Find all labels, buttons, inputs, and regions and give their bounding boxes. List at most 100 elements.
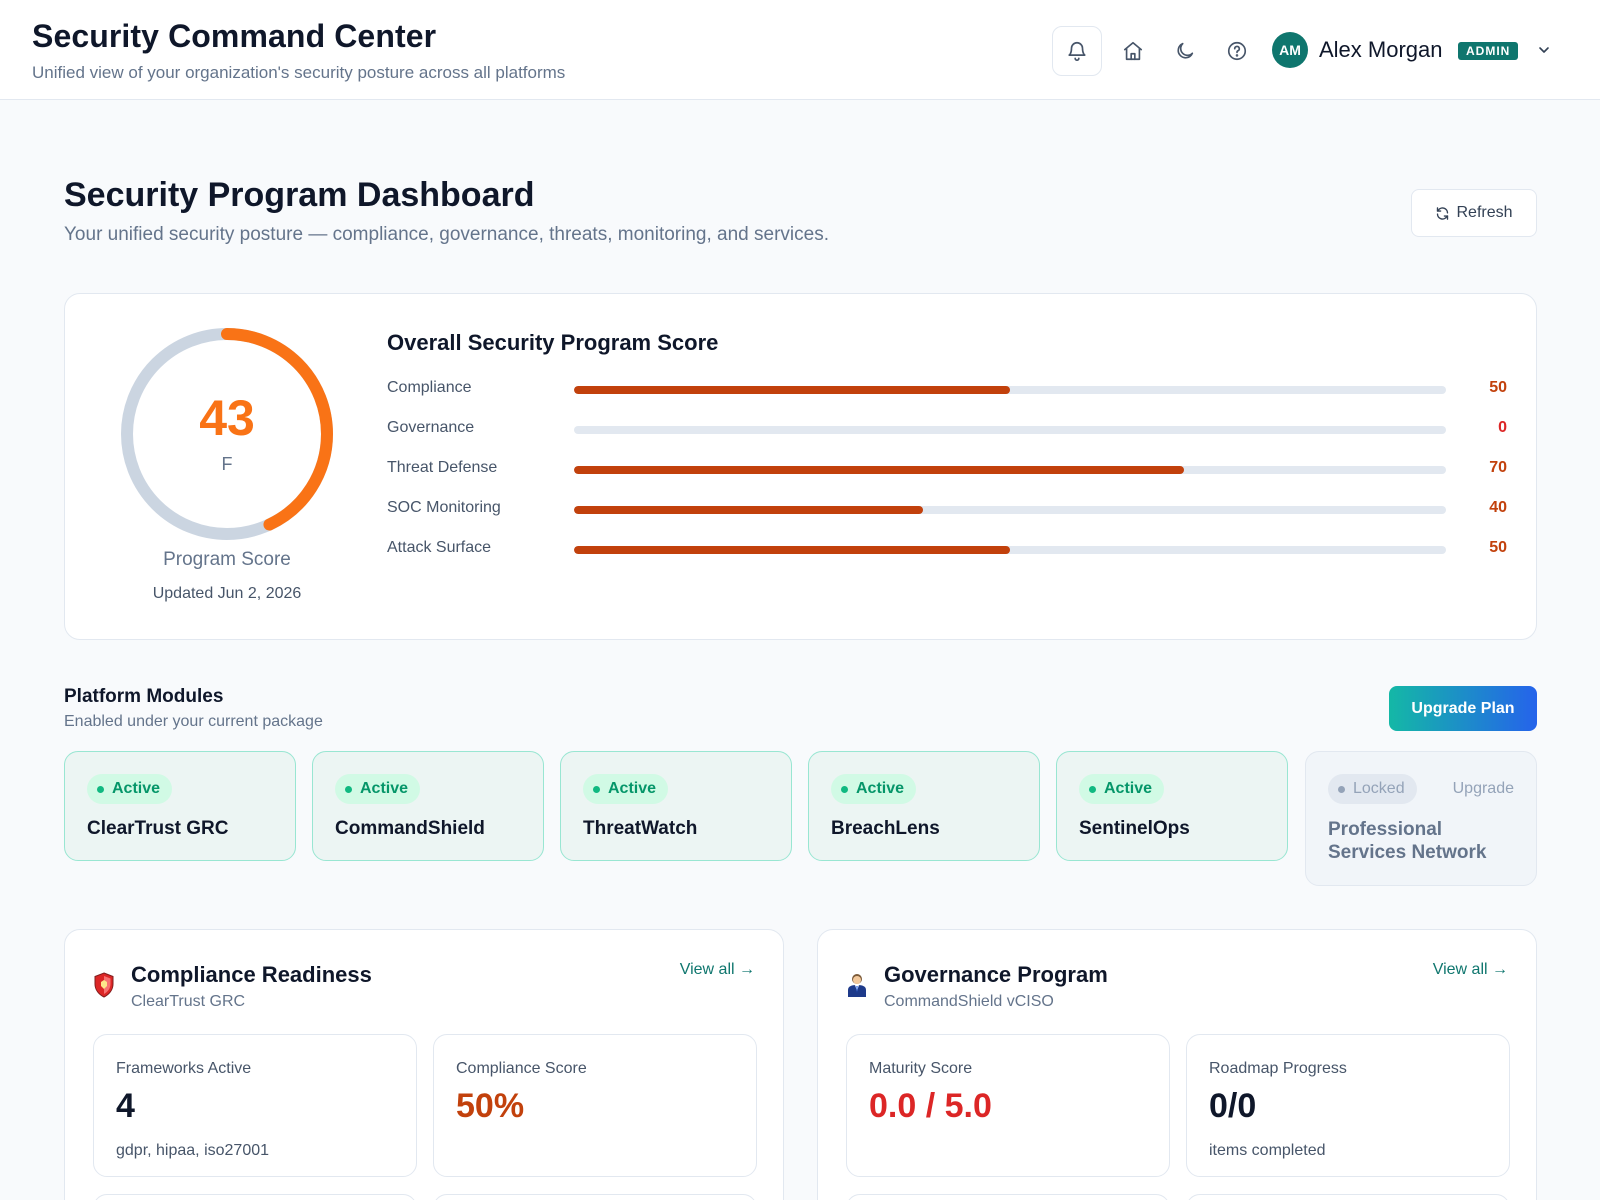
governance-program-card: Governance Program CommandShield vCISO V… bbox=[817, 929, 1537, 1200]
chevron-down-icon bbox=[1539, 47, 1549, 53]
stat-card-peek bbox=[846, 1194, 1170, 1200]
program-score-card: 43 F Program Score Updated Jun 2, 2026 O… bbox=[64, 293, 1537, 640]
stat-value: 0/0 bbox=[1209, 1087, 1257, 1125]
stat-card-roadmap-progress: Roadmap Progress 0/0 items completed bbox=[1186, 1034, 1510, 1177]
status-label: Active bbox=[856, 780, 905, 797]
person-icon bbox=[848, 974, 866, 997]
metric-value: 0 bbox=[1498, 419, 1507, 436]
section-title: Compliance Readiness bbox=[131, 962, 372, 987]
help-button[interactable] bbox=[1212, 26, 1262, 76]
metric-row-attack-surface: Attack Surface 50 bbox=[387, 535, 1507, 565]
program-score-updated: Updated Jun 2, 2026 bbox=[152, 585, 302, 602]
program-score-value: 43 bbox=[199, 390, 255, 446]
metric-bar bbox=[574, 546, 1446, 554]
status-dot-icon bbox=[1089, 785, 1096, 793]
section-title: Governance Program bbox=[884, 962, 1108, 987]
metric-bar bbox=[574, 426, 1446, 434]
view-all-link[interactable]: View all → bbox=[1432, 961, 1508, 978]
metric-label: Compliance bbox=[387, 379, 472, 396]
stat-label: Roadmap Progress bbox=[1209, 1060, 1347, 1077]
status-dot-icon bbox=[97, 785, 104, 793]
metric-value: 50 bbox=[1489, 539, 1507, 556]
status-badge: Active bbox=[831, 774, 917, 804]
metric-label: Governance bbox=[387, 419, 475, 436]
app-title: Security Command Center bbox=[32, 18, 437, 54]
metric-row-soc-monitoring: SOC Monitoring 40 bbox=[387, 495, 1507, 525]
avatar[interactable]: AM bbox=[1272, 32, 1308, 68]
metric-label: Threat Defense bbox=[387, 459, 498, 476]
metric-row-governance: Governance 0 bbox=[387, 415, 1507, 445]
home-button[interactable] bbox=[1108, 26, 1158, 76]
program-score-label: Program Score bbox=[163, 549, 291, 570]
module-name: CommandShield bbox=[335, 818, 485, 839]
score-breakdown-heading: Overall Security Program Score bbox=[387, 330, 719, 355]
app-subtitle: Unified view of your organization's secu… bbox=[32, 63, 566, 82]
module-card-commandshield[interactable]: Active CommandShield bbox=[312, 751, 544, 861]
view-all-link[interactable]: View all → bbox=[679, 961, 755, 978]
metric-value: 50 bbox=[1489, 379, 1507, 396]
status-label: Active bbox=[112, 780, 161, 797]
module-card-sentinelops[interactable]: Active SentinelOps bbox=[1056, 751, 1288, 861]
metric-bar-fill bbox=[574, 466, 1185, 474]
stat-card-peek bbox=[93, 1194, 417, 1200]
moon-icon bbox=[1177, 42, 1194, 59]
page-title: Security Program Dashboard bbox=[64, 176, 535, 214]
modules-title: Platform Modules bbox=[64, 686, 224, 707]
notifications-button[interactable] bbox=[1052, 26, 1102, 76]
stat-note: items completed bbox=[1209, 1142, 1326, 1159]
metric-label: SOC Monitoring bbox=[387, 499, 501, 516]
shield-icon bbox=[94, 972, 114, 998]
metric-bar bbox=[574, 386, 1446, 394]
metric-bar-fill bbox=[574, 506, 923, 514]
module-name: SentinelOps bbox=[1079, 818, 1190, 839]
section-subtitle: CommandShield vCISO bbox=[884, 993, 1054, 1010]
metric-label: Attack Surface bbox=[387, 539, 492, 556]
metric-row-threat-defense: Threat Defense 70 bbox=[387, 455, 1507, 485]
upgrade-plan-button[interactable]: Upgrade Plan bbox=[1389, 686, 1537, 731]
user-menu-toggle[interactable] bbox=[1536, 42, 1552, 63]
status-badge: Active bbox=[583, 774, 669, 804]
status-badge: Active bbox=[1079, 774, 1165, 804]
status-dot-icon bbox=[345, 785, 352, 793]
section-subtitle: ClearTrust GRC bbox=[131, 993, 246, 1010]
stat-card-maturity-score: Maturity Score 0.0 / 5.0 bbox=[846, 1034, 1170, 1177]
module-name: BreachLens bbox=[831, 818, 940, 839]
status-dot-icon bbox=[593, 785, 600, 793]
status-label: Active bbox=[360, 780, 409, 797]
theme-toggle-button[interactable] bbox=[1160, 26, 1210, 76]
page-subtitle: Your unified security posture — complian… bbox=[64, 224, 829, 245]
stat-card-compliance-score: Compliance Score 50% bbox=[433, 1034, 757, 1177]
status-badge: Locked bbox=[1328, 774, 1417, 804]
stat-card-peek bbox=[433, 1194, 757, 1200]
bell-icon bbox=[1068, 42, 1086, 61]
status-badge: Active bbox=[87, 774, 173, 804]
module-upgrade-link[interactable]: Upgrade bbox=[1452, 780, 1514, 797]
stat-value: 0.0 / 5.0 bbox=[869, 1087, 992, 1125]
module-card-threatwatch[interactable]: Active ThreatWatch bbox=[560, 751, 792, 861]
module-name: ClearTrust GRC bbox=[87, 818, 229, 839]
stat-value: 50% bbox=[456, 1087, 525, 1125]
metric-bar bbox=[574, 466, 1446, 474]
compliance-readiness-card: Compliance Readiness ClearTrust GRC View… bbox=[64, 929, 784, 1200]
status-dot-icon bbox=[841, 785, 848, 793]
stat-label: Maturity Score bbox=[869, 1060, 973, 1077]
gauge-arc bbox=[121, 328, 333, 540]
help-icon bbox=[1227, 41, 1247, 61]
home-icon bbox=[1123, 41, 1143, 61]
module-card-breachlens[interactable]: Active BreachLens bbox=[808, 751, 1040, 861]
role-badge: ADMIN bbox=[1458, 42, 1519, 60]
stat-label: Compliance Score bbox=[456, 1060, 587, 1077]
module-card-cleartrust-grc[interactable]: Active ClearTrust GRC bbox=[64, 751, 296, 861]
status-badge: Active bbox=[335, 774, 421, 804]
stat-card-frameworks: Frameworks Active 4 gdpr, hipaa, iso2700… bbox=[93, 1034, 417, 1177]
refresh-button[interactable]: Refresh bbox=[1411, 189, 1537, 237]
status-label: Active bbox=[608, 780, 657, 797]
module-card-professional-services[interactable]: Locked Upgrade Professional Services Net… bbox=[1305, 751, 1537, 886]
metric-bar-fill bbox=[574, 386, 1010, 394]
module-name: Professional Services Network bbox=[1328, 819, 1487, 863]
status-dot-icon bbox=[1338, 785, 1345, 793]
top-bar: Security Command Center Unified view of … bbox=[0, 0, 1600, 100]
score-gauge bbox=[121, 328, 333, 540]
user-name[interactable]: Alex Morgan bbox=[1319, 37, 1443, 62]
metric-bar-fill bbox=[574, 546, 1010, 554]
